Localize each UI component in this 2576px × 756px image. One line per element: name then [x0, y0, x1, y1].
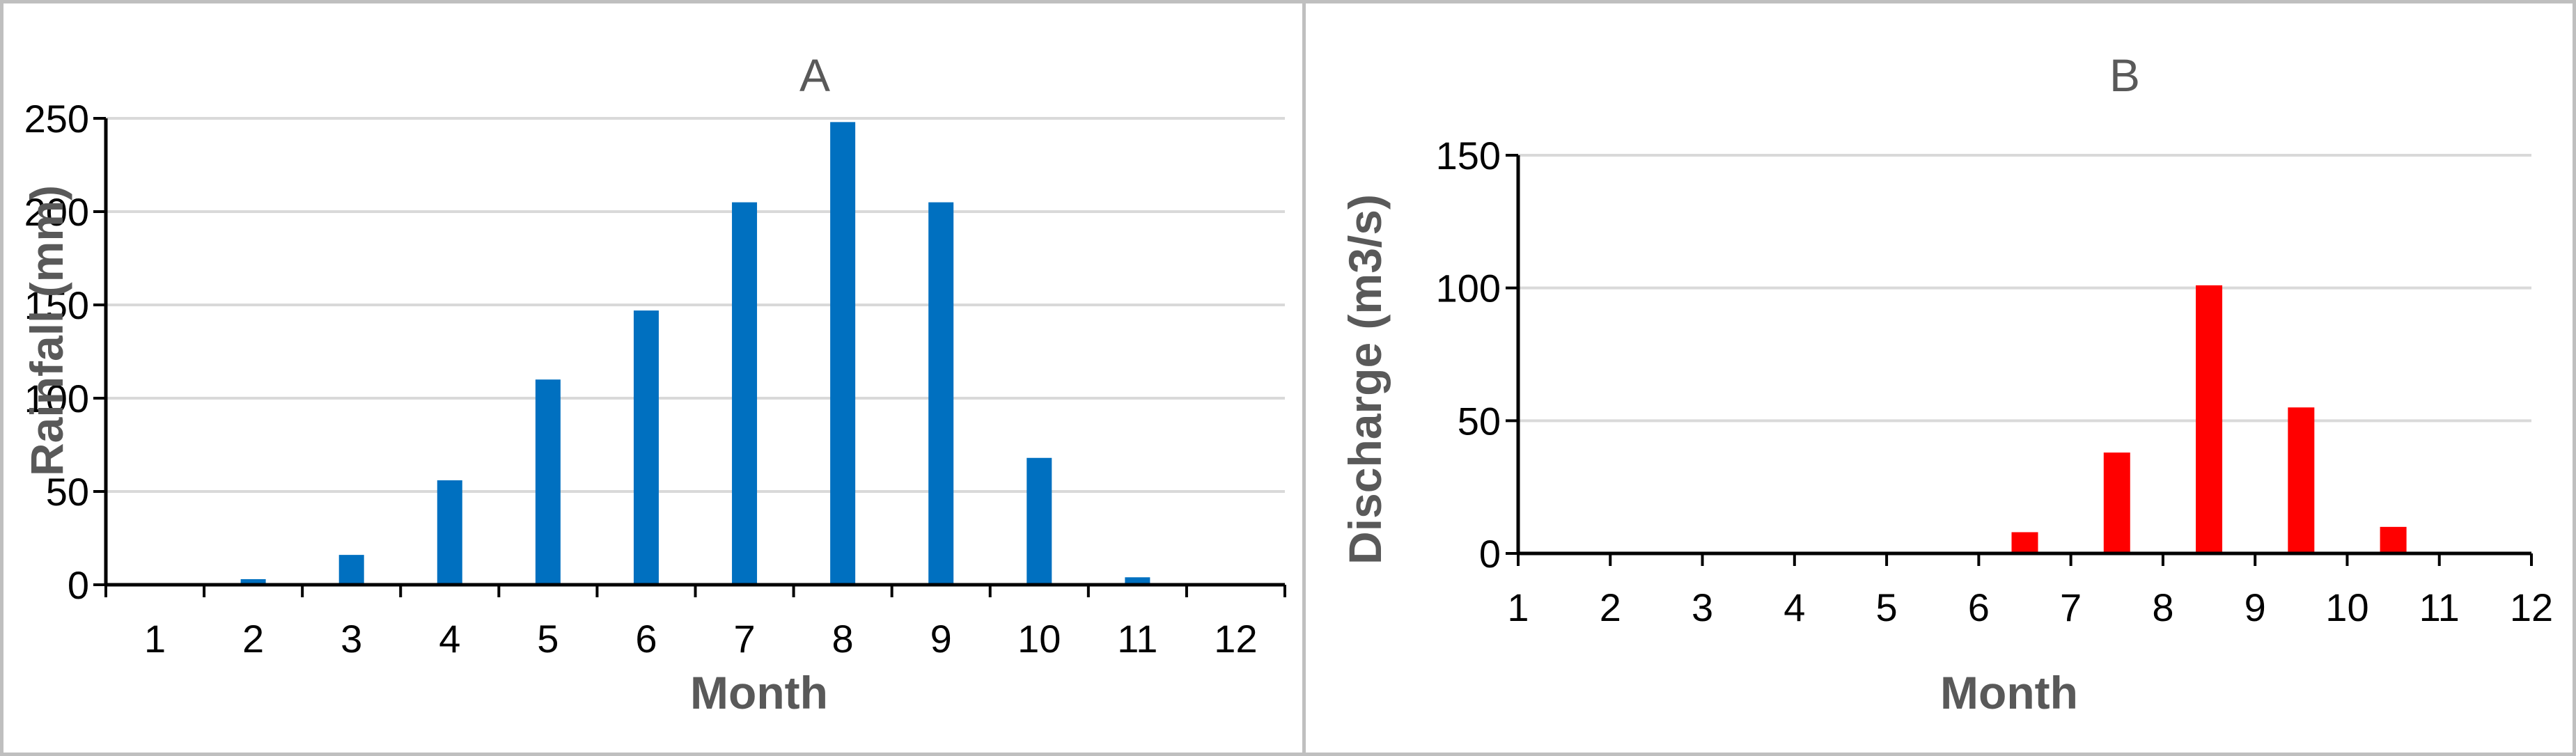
chart-a-x-tick-label: 4 [439, 617, 460, 661]
chart-a-x-tick-label: 6 [635, 617, 657, 661]
chart-b-bar-7 [2011, 532, 2038, 553]
chart-a-y-tick-label: 0 [68, 563, 89, 607]
chart-b-x-tick-label: 7 [2060, 585, 2082, 629]
chart-b-y-axis-label: Discharge (m3/s) [1339, 194, 1391, 565]
chart-b-y-tick-label: 100 [1436, 267, 1501, 310]
panel-divider [1302, 0, 1306, 756]
chart-b-y-tick-label: 50 [1458, 399, 1501, 443]
chart-a-bar-7 [732, 202, 758, 585]
chart-a-y-tick-label: 250 [24, 97, 89, 141]
chart-a-bar-10 [1027, 457, 1052, 585]
chart-b-y-tick-label: 0 [1479, 532, 1501, 576]
chart-b-title: B [2109, 49, 2140, 101]
chart-a-y-tick-label: 150 [24, 283, 89, 327]
chart-a-x-tick-label: 1 [144, 617, 166, 661]
chart-a-y-tick-label: 100 [24, 377, 89, 420]
chart-b-x-tick-label: 4 [1783, 585, 1805, 629]
chart-b-x-tick-label: 8 [2152, 585, 2173, 629]
chart-b-x-tick-label: 9 [2245, 585, 2266, 629]
chart-a-x-tick-label: 5 [537, 617, 559, 661]
chart-b-x-tick-label: 2 [1600, 585, 1621, 629]
chart-b-x-tick-label: 11 [2419, 585, 2460, 629]
chart-a-x-tick-label: 11 [1117, 617, 1157, 661]
chart-a-bar-4 [437, 480, 462, 585]
chart-b-x-tick-label: 3 [1692, 585, 1713, 629]
chart-a-y-axis-label: Rainfall (mm) [21, 185, 72, 476]
chart-a-x-tick-label: 3 [341, 617, 362, 661]
chart-b-bar-11 [2380, 526, 2407, 553]
chart-a-bar-2 [240, 578, 266, 585]
chart-a-x-tick-label: 7 [733, 617, 755, 661]
chart-a-bar-6 [633, 310, 659, 585]
chart-a-x-tick-label: 2 [242, 617, 264, 661]
chart-b-x-tick-label: 10 [2325, 585, 2368, 629]
chart-b-x-tick-label: 12 [2510, 585, 2553, 629]
chart-a-y-tick-label: 200 [24, 190, 89, 234]
chart-a-bar-11 [1125, 577, 1150, 585]
chart-b-bar-8 [2103, 452, 2130, 553]
chart-b-bar-10 [2288, 407, 2315, 553]
chart-a-x-tick-label: 10 [1017, 617, 1061, 661]
chart-b-y-tick-label: 150 [1436, 134, 1501, 178]
chart-a-y-tick-label: 50 [46, 470, 89, 514]
chart-a-x-tick-label: 8 [832, 617, 854, 661]
chart-b-x-tick-label: 1 [1507, 585, 1529, 629]
chart-a-x-tick-label: 12 [1214, 617, 1257, 661]
chart-a-x-tick-label: 9 [930, 617, 952, 661]
chart-b-x-axis-label: Month [1940, 667, 2078, 718]
chart-a-x-axis-label: Month [690, 667, 828, 718]
chart-b-x-tick-label: 5 [1876, 585, 1898, 629]
chart-a-bar-9 [928, 202, 954, 585]
chart-a-bar-5 [535, 379, 561, 585]
chart-a-bar-8 [830, 122, 856, 585]
chart-b-x-tick-label: 6 [1968, 585, 1990, 629]
chart-a-title: A [799, 49, 830, 101]
chart-b-bar-9 [2196, 285, 2223, 553]
chart-a-bar-3 [338, 555, 364, 585]
